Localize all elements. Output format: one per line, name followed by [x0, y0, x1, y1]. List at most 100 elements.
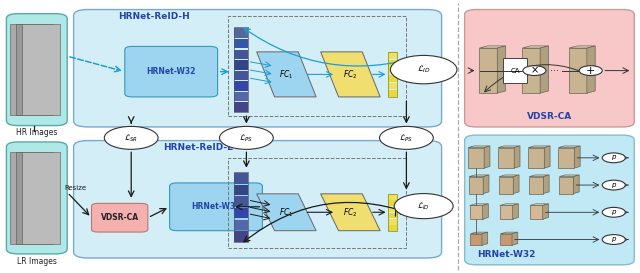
- Polygon shape: [569, 46, 595, 48]
- Polygon shape: [544, 146, 550, 168]
- Polygon shape: [499, 177, 513, 194]
- Circle shape: [602, 153, 625, 163]
- Text: $\mathcal{L}_{PS}$: $\mathcal{L}_{PS}$: [399, 132, 413, 144]
- Text: $\mathcal{L}_{ID}$: $\mathcal{L}_{ID}$: [417, 64, 431, 75]
- Bar: [234, 28, 248, 38]
- Bar: [10, 24, 47, 115]
- Polygon shape: [470, 206, 483, 219]
- Polygon shape: [543, 175, 549, 194]
- Polygon shape: [497, 46, 506, 93]
- Text: $p$: $p$: [611, 153, 617, 162]
- Polygon shape: [469, 175, 489, 177]
- Polygon shape: [500, 232, 518, 234]
- Bar: [388, 194, 397, 200]
- FancyBboxPatch shape: [6, 14, 67, 126]
- Polygon shape: [513, 175, 519, 194]
- Text: ···: ···: [550, 66, 559, 76]
- FancyBboxPatch shape: [74, 10, 442, 127]
- Bar: [234, 231, 248, 242]
- Polygon shape: [530, 206, 543, 219]
- FancyBboxPatch shape: [6, 142, 67, 254]
- Polygon shape: [484, 146, 490, 168]
- Bar: [388, 194, 397, 231]
- Polygon shape: [257, 194, 316, 231]
- Text: $\times$: $\times$: [530, 66, 539, 76]
- Text: HRNet-W32: HRNet-W32: [191, 202, 241, 211]
- Polygon shape: [512, 232, 518, 245]
- Bar: [388, 225, 397, 231]
- Bar: [234, 71, 248, 80]
- Polygon shape: [470, 234, 482, 245]
- Text: $p$: $p$: [611, 180, 617, 189]
- Bar: [388, 75, 397, 82]
- Circle shape: [220, 126, 273, 149]
- Text: $FC_2$: $FC_2$: [343, 206, 358, 218]
- Polygon shape: [559, 175, 579, 177]
- Polygon shape: [479, 46, 506, 48]
- FancyBboxPatch shape: [465, 135, 634, 265]
- Polygon shape: [470, 232, 488, 234]
- Text: HRNet-W32: HRNet-W32: [147, 67, 196, 76]
- Polygon shape: [530, 204, 548, 206]
- Polygon shape: [513, 204, 518, 219]
- Bar: [388, 90, 397, 97]
- Polygon shape: [575, 146, 580, 168]
- Polygon shape: [529, 177, 543, 194]
- Bar: [22, 24, 60, 115]
- Polygon shape: [321, 194, 380, 231]
- Polygon shape: [559, 148, 575, 168]
- Circle shape: [602, 180, 625, 190]
- Circle shape: [602, 235, 625, 244]
- Polygon shape: [499, 175, 519, 177]
- Bar: [234, 49, 248, 59]
- Bar: [234, 219, 248, 230]
- Text: VDSR-CA: VDSR-CA: [527, 112, 572, 121]
- Text: LR Images: LR Images: [17, 257, 57, 266]
- Polygon shape: [500, 204, 518, 206]
- Bar: [16, 24, 53, 115]
- Bar: [228, 16, 406, 116]
- Text: HRNet-ReID-H: HRNet-ReID-H: [118, 12, 190, 21]
- Text: VDSR-CA: VDSR-CA: [100, 213, 139, 222]
- Polygon shape: [483, 204, 488, 219]
- Text: $\mathcal{L}_{PS}$: $\mathcal{L}_{PS}$: [239, 132, 253, 144]
- Polygon shape: [569, 48, 587, 93]
- Polygon shape: [529, 146, 550, 148]
- Bar: [388, 52, 397, 97]
- Bar: [228, 158, 406, 248]
- Text: HRNet-W32: HRNet-W32: [477, 250, 536, 259]
- Polygon shape: [483, 175, 489, 194]
- FancyBboxPatch shape: [170, 183, 262, 231]
- Circle shape: [390, 55, 457, 84]
- Bar: [388, 213, 397, 218]
- Bar: [388, 207, 397, 212]
- FancyBboxPatch shape: [92, 203, 148, 232]
- Polygon shape: [468, 148, 484, 168]
- Bar: [388, 67, 397, 74]
- Polygon shape: [522, 46, 548, 48]
- Polygon shape: [321, 52, 380, 97]
- Polygon shape: [587, 46, 595, 93]
- Polygon shape: [257, 52, 316, 97]
- Text: Resize: Resize: [65, 185, 86, 191]
- Text: $FC_1$: $FC_1$: [279, 206, 294, 218]
- Polygon shape: [499, 146, 520, 148]
- Bar: [234, 185, 248, 195]
- Bar: [234, 92, 248, 101]
- FancyBboxPatch shape: [465, 10, 634, 127]
- Text: +: +: [586, 66, 595, 76]
- Bar: [16, 152, 53, 244]
- Bar: [234, 27, 248, 112]
- Bar: [234, 208, 248, 218]
- Text: $FC_1$: $FC_1$: [279, 68, 294, 81]
- Text: $p$: $p$: [611, 208, 617, 217]
- Polygon shape: [515, 146, 520, 168]
- Text: HR Images: HR Images: [16, 128, 58, 137]
- Circle shape: [104, 126, 158, 149]
- Bar: [234, 173, 248, 183]
- Circle shape: [602, 207, 625, 217]
- Polygon shape: [500, 234, 512, 245]
- Bar: [388, 219, 397, 224]
- Polygon shape: [470, 204, 488, 206]
- Circle shape: [380, 126, 433, 149]
